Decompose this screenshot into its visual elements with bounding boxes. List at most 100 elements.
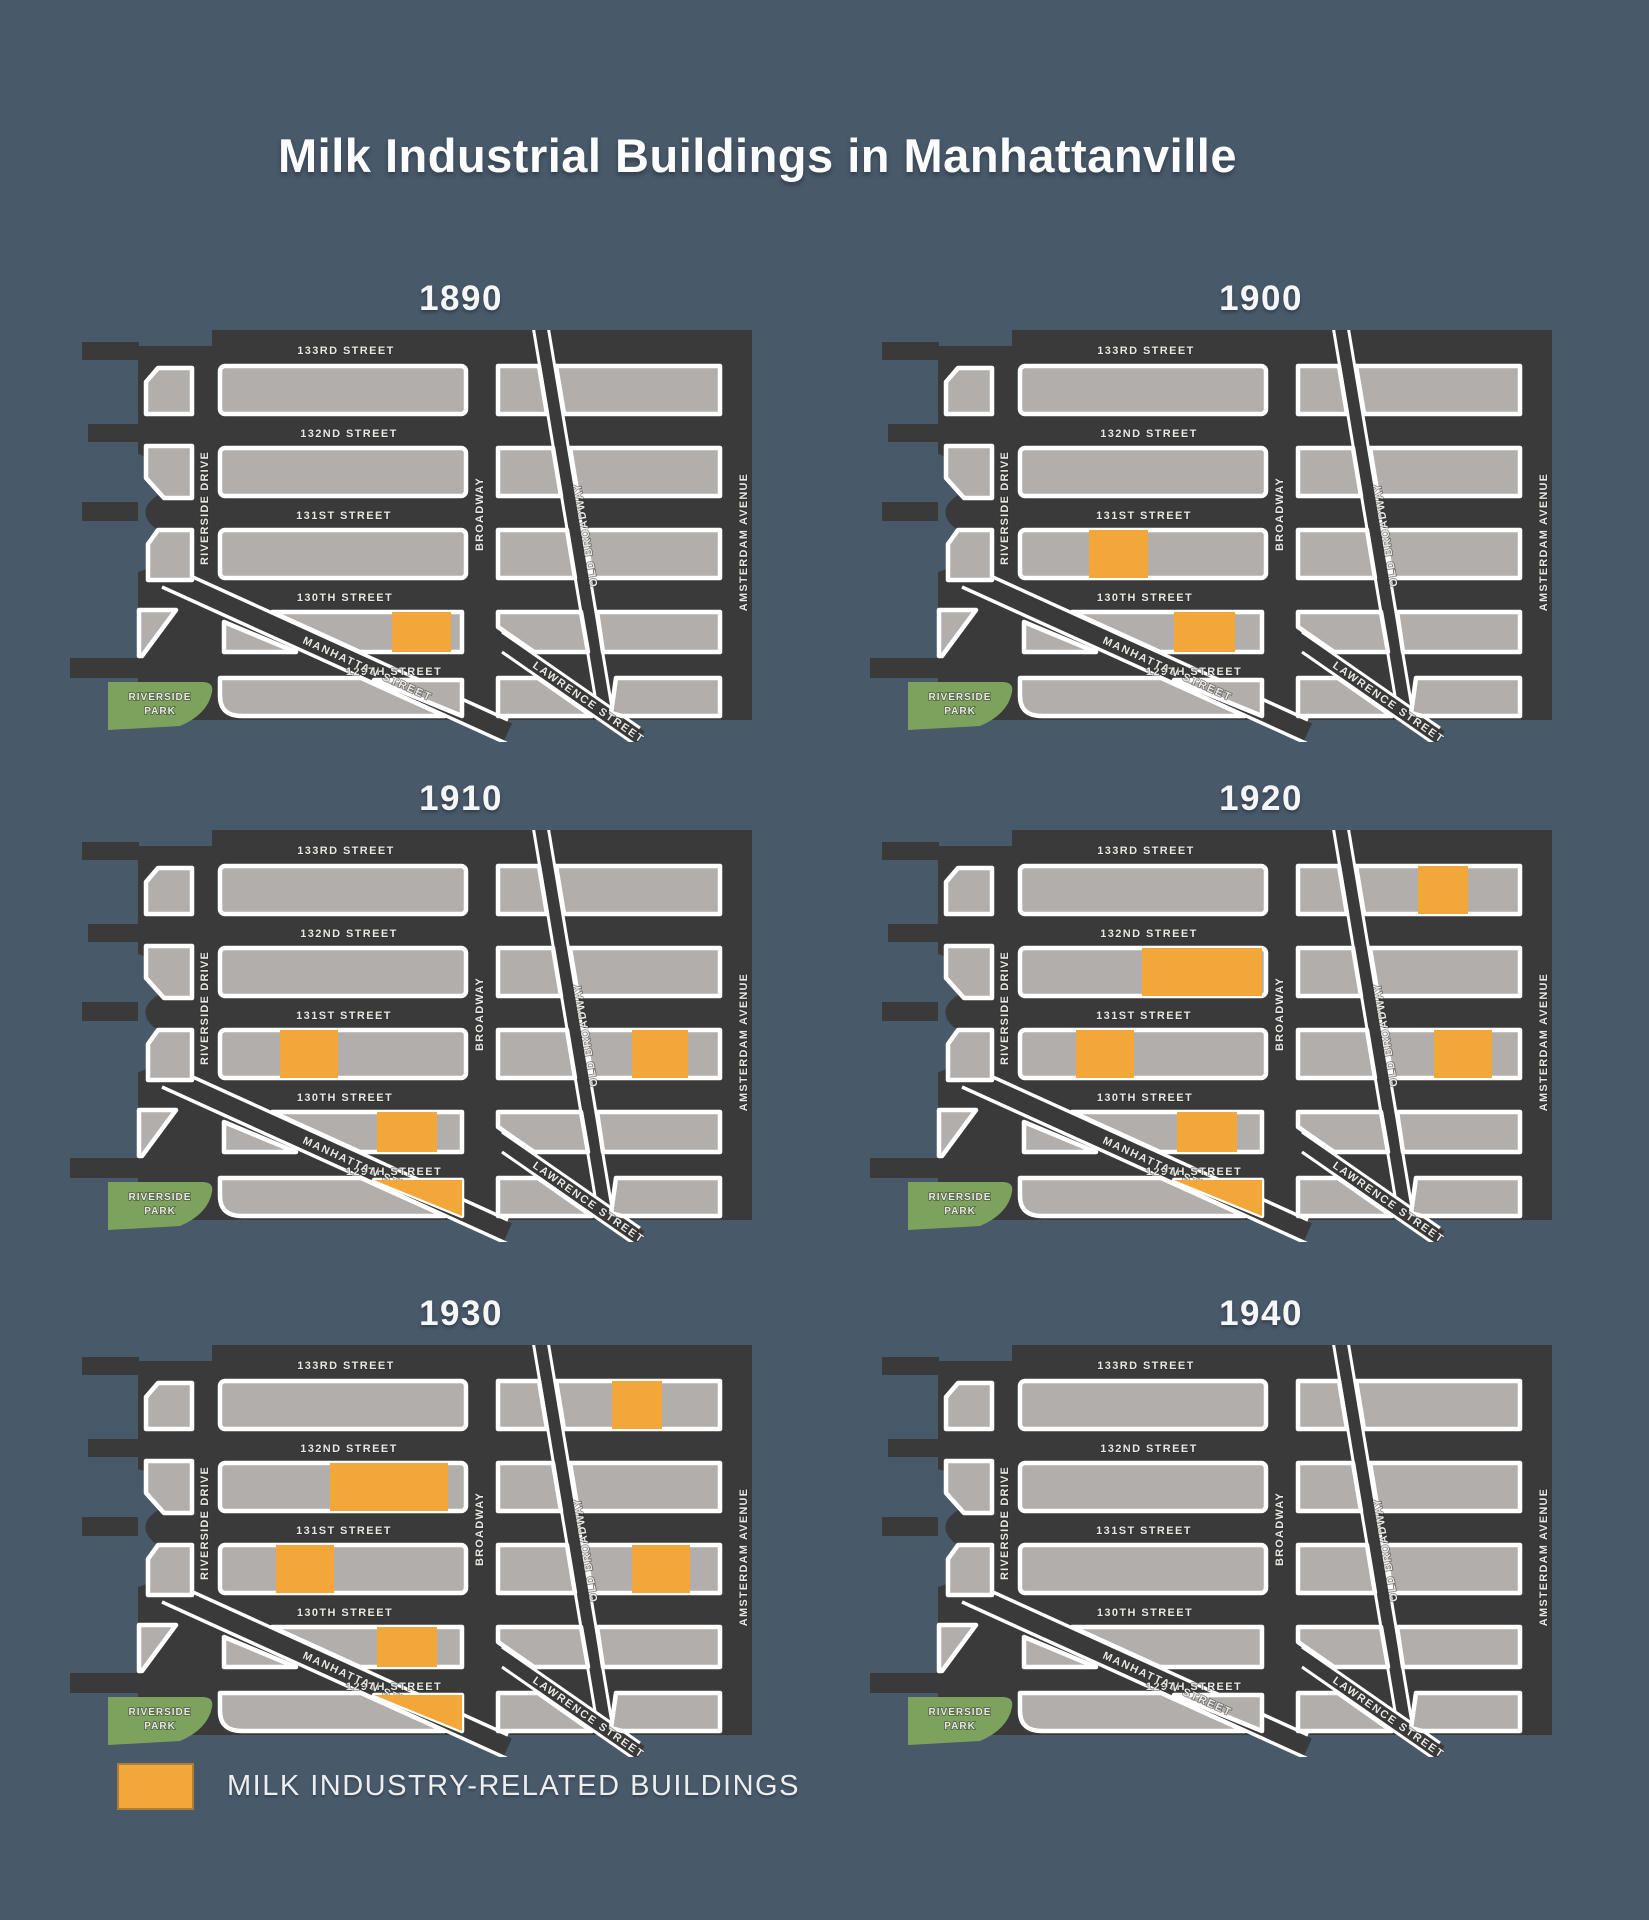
- map-canvas: 133RD STREET 132ND STREET 131ST STREET 1…: [870, 1345, 1552, 1757]
- block: [1017, 1542, 1269, 1596]
- riverside-park-label-line2: PARK: [944, 1721, 976, 1732]
- block: [1295, 1027, 1378, 1081]
- block: [1295, 609, 1391, 655]
- street-label-broadway: BROADWAY: [474, 477, 486, 551]
- block: [217, 1175, 448, 1219]
- pier: [82, 502, 140, 521]
- map-canvas: 133RD STREET 132ND STREET 131ST STREET 1…: [870, 330, 1552, 742]
- block: [1295, 1624, 1391, 1670]
- street-label-129th: 129TH STREET: [1146, 666, 1242, 678]
- street-grid: 133RD STREET 132ND STREET 131ST STREET 1…: [870, 1345, 1552, 1757]
- block: [943, 1458, 995, 1516]
- block: [567, 445, 723, 499]
- riverside-park: [108, 1182, 213, 1230]
- street-grid: 133RD STREET 132ND STREET 131ST STREET 1…: [870, 330, 1552, 742]
- pier: [888, 1439, 939, 1457]
- milk-building: [1174, 1180, 1262, 1216]
- pier: [882, 842, 939, 860]
- block: [943, 943, 995, 1001]
- block: [1353, 1378, 1523, 1432]
- pier: [882, 502, 940, 521]
- block: [936, 1107, 979, 1159]
- block: [1295, 1460, 1364, 1514]
- milk-buildings-layer: [392, 612, 451, 652]
- street-label-riverside-drive: RIVERSIDE DRIVE: [999, 451, 1011, 565]
- street-label-131st: 131ST STREET: [296, 510, 392, 522]
- block: [943, 865, 995, 917]
- street-label-130th: 130TH STREET: [297, 1607, 393, 1619]
- block: [1394, 1109, 1523, 1155]
- pier: [82, 1357, 139, 1375]
- block: [1021, 1119, 1099, 1155]
- street-129-stub: [870, 658, 939, 678]
- milk-building: [1089, 530, 1148, 578]
- year-label: 1910: [419, 779, 503, 818]
- year-label: 1930: [419, 1294, 503, 1333]
- milk-building: [632, 1545, 690, 1593]
- triangle-block: [1171, 677, 1265, 719]
- street-label-riverside-drive: RIVERSIDE DRIVE: [199, 1466, 211, 1580]
- block: [1394, 1624, 1523, 1670]
- city-blocks: [936, 1378, 1523, 1734]
- riverside-park-label-line1: RIVERSIDE: [129, 1707, 192, 1718]
- block: [217, 945, 469, 999]
- block: [217, 527, 469, 581]
- block: [1295, 945, 1364, 999]
- block: [1295, 445, 1364, 499]
- block: [143, 443, 195, 501]
- block: [943, 443, 995, 501]
- block: [1408, 675, 1523, 719]
- block: [217, 675, 448, 719]
- block: [217, 1542, 469, 1596]
- block: [1295, 675, 1395, 719]
- block: [1381, 527, 1523, 581]
- block: [1381, 1542, 1523, 1596]
- map-canvas: 133RD STREET 132ND STREET 131ST STREET 1…: [70, 830, 752, 1242]
- street-label-131st: 131ST STREET: [1096, 1010, 1192, 1022]
- block: [145, 1542, 195, 1598]
- milk-building: [374, 1180, 462, 1216]
- pier: [88, 424, 139, 442]
- street-grid: 133RD STREET 132ND STREET 131ST STREET 1…: [70, 330, 752, 742]
- riverside-park: [908, 1697, 1013, 1745]
- street-label-129th: 129TH STREET: [346, 1166, 442, 1178]
- street-label-133rd: 133RD STREET: [297, 1360, 395, 1372]
- pier: [88, 924, 139, 942]
- block: [1295, 1542, 1378, 1596]
- block: [1295, 527, 1378, 581]
- block: [495, 1175, 595, 1219]
- riverside-park-label-line2: PARK: [144, 706, 176, 717]
- pier: [888, 924, 939, 942]
- street-label-130th: 130TH STREET: [1097, 1092, 1193, 1104]
- block: [553, 863, 723, 917]
- street-label-130th: 130TH STREET: [1097, 1607, 1193, 1619]
- map-canvas: 133RD STREET 132ND STREET 131ST STREET 1…: [70, 1345, 752, 1757]
- block: [143, 1458, 195, 1516]
- street-label-132nd: 132ND STREET: [300, 1443, 398, 1455]
- block: [594, 1624, 723, 1670]
- pier: [82, 1002, 140, 1021]
- block: [495, 1460, 564, 1514]
- milk-building: [1434, 1030, 1492, 1078]
- block: [495, 445, 564, 499]
- pier: [88, 1439, 139, 1457]
- milk-building: [374, 1695, 462, 1731]
- block: [1017, 1690, 1248, 1734]
- milk-building: [1177, 1112, 1237, 1152]
- milk-building: [632, 1030, 688, 1078]
- block: [495, 527, 578, 581]
- block: [1394, 609, 1523, 655]
- block: [945, 1027, 995, 1083]
- riverside-park: [908, 1182, 1013, 1230]
- block: [1017, 675, 1248, 719]
- milk-buildings-layer: [280, 1030, 688, 1216]
- street-129-stub: [70, 1673, 139, 1693]
- riverside-park-label-line2: PARK: [944, 1206, 976, 1217]
- block: [1017, 1175, 1248, 1219]
- block: [1021, 1634, 1099, 1670]
- street-label-129th: 129TH STREET: [1146, 1681, 1242, 1693]
- street-label-132nd: 132ND STREET: [1100, 428, 1198, 440]
- block: [1367, 1460, 1523, 1514]
- block: [217, 1378, 469, 1432]
